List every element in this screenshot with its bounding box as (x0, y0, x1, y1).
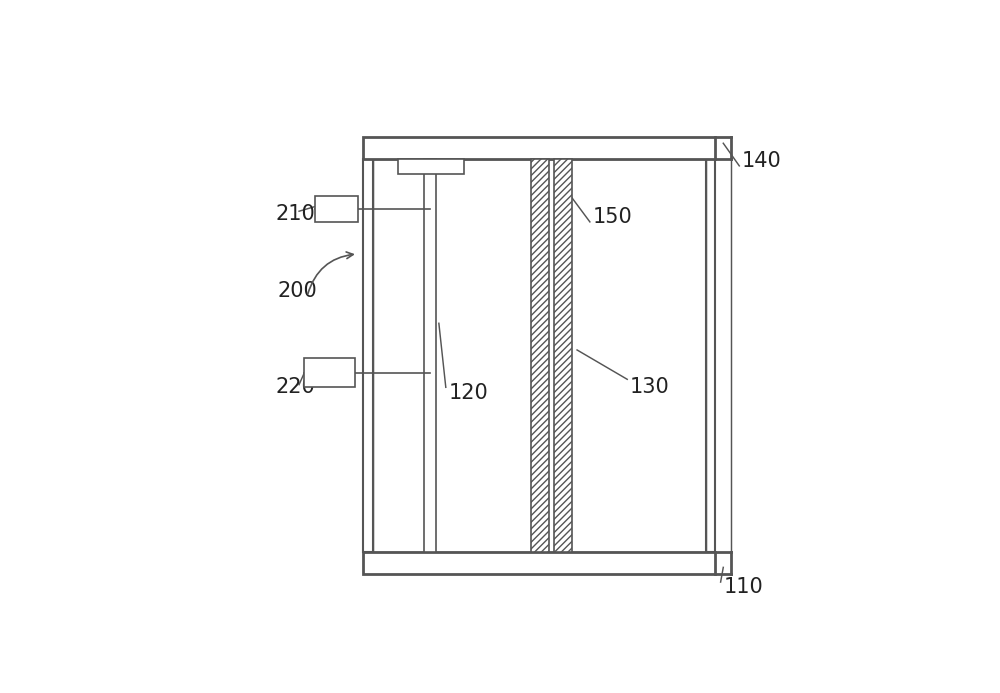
Text: 200: 200 (278, 281, 317, 301)
Text: 150: 150 (593, 207, 632, 227)
Text: 130: 130 (630, 377, 670, 397)
Bar (398, 159, 464, 174)
Bar (373, 159, 706, 552)
Bar (304, 358, 355, 387)
Bar (363, 137, 715, 159)
Bar (315, 196, 358, 222)
Bar (531, 159, 549, 552)
Text: 220: 220 (275, 377, 315, 397)
Text: 110: 110 (723, 577, 763, 597)
Bar (363, 552, 715, 574)
Text: 120: 120 (448, 383, 488, 403)
Text: 140: 140 (742, 150, 782, 170)
Bar (706, 159, 715, 552)
FancyArrowPatch shape (308, 252, 353, 294)
Bar (554, 159, 572, 552)
Text: 210: 210 (275, 204, 315, 224)
Bar (363, 159, 373, 552)
Bar (424, 159, 436, 552)
